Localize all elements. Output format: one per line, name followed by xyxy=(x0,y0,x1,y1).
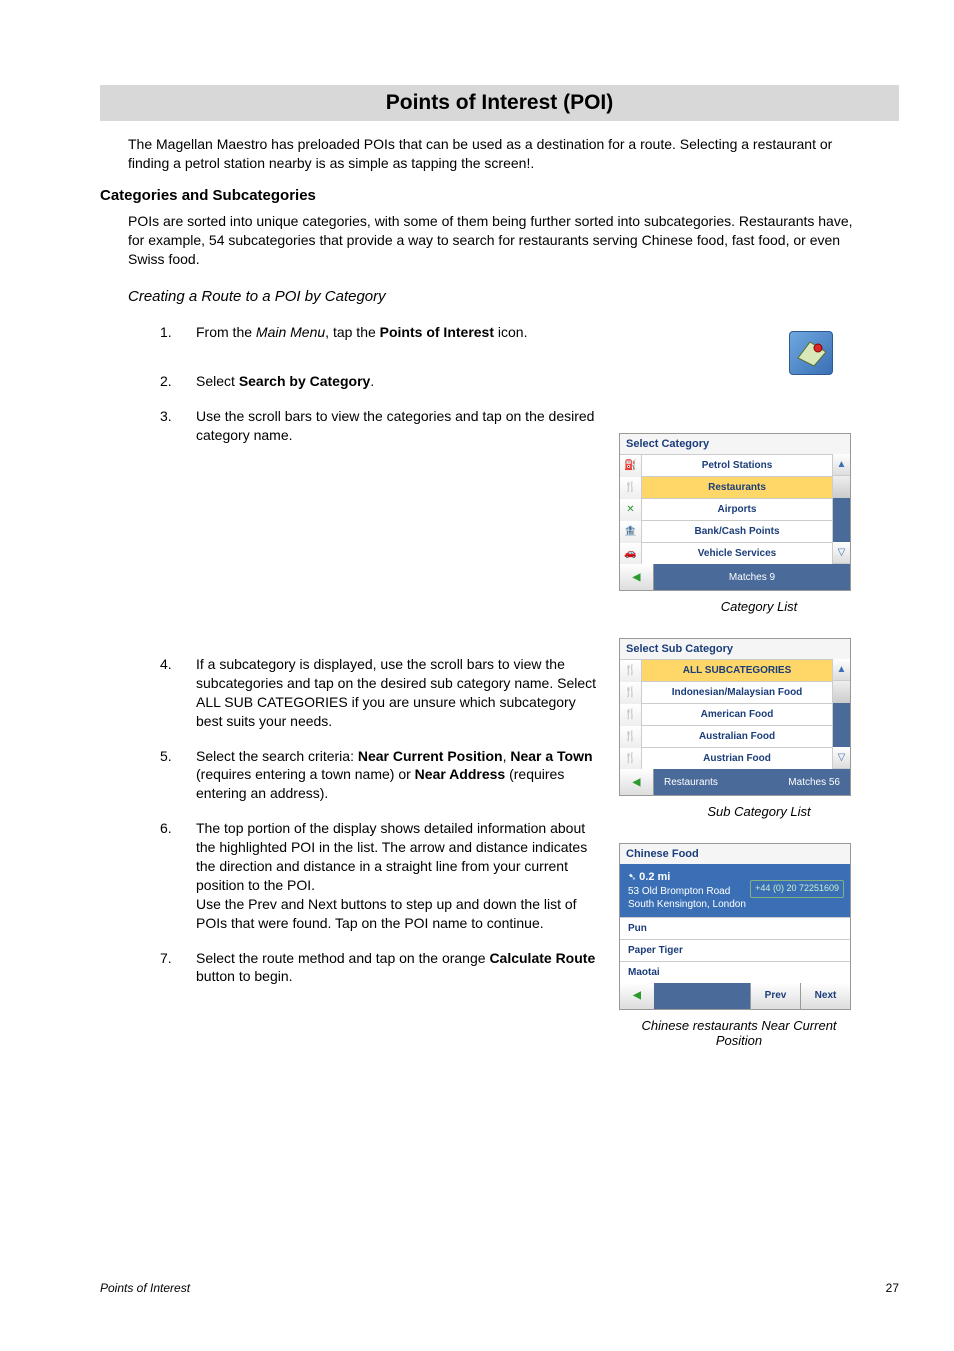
restaurant-icon: 🍴 xyxy=(620,660,642,682)
list-item[interactable]: Maotai xyxy=(620,961,850,983)
list-item[interactable]: 🍴Indonesian/Malaysian Food xyxy=(620,681,832,703)
category-list-screenshot: Select Category ⛽Petrol Stations 🍴Restau… xyxy=(619,433,851,591)
phone-button[interactable]: +44 (0) 20 72251609 xyxy=(750,880,844,898)
screenshot-title: Select Sub Category xyxy=(620,639,850,659)
page-number: 27 xyxy=(886,1281,899,1295)
list-item[interactable]: 🏦Bank/Cash Points xyxy=(620,520,832,542)
screenshot-caption: Category List xyxy=(619,599,899,614)
poi-detail: ➷ 0.2 mi 53 Old Brompton Road South Kens… xyxy=(620,864,850,916)
restaurant-icon: 🍴 xyxy=(620,682,642,704)
back-button[interactable]: ◀ xyxy=(620,769,654,795)
page-footer: Points of Interest 27 xyxy=(100,1281,899,1295)
scrollbar[interactable]: ▲ ▽ xyxy=(832,659,850,769)
list-item[interactable]: 🍴ALL SUBCATEGORIES xyxy=(620,659,832,681)
matches-count: Matches 56 xyxy=(788,777,840,788)
prev-button[interactable]: Prev xyxy=(750,983,800,1009)
step-6: 6. The top portion of the display shows … xyxy=(160,819,599,932)
poi-results-screenshot: Chinese Food ➷ 0.2 mi 53 Old Brompton Ro… xyxy=(619,843,851,1009)
poi-icon xyxy=(789,331,833,375)
step-4: 4. If a subcategory is displayed, use th… xyxy=(160,655,599,731)
scrollbar[interactable]: ▲ ▽ xyxy=(832,454,850,564)
list-item[interactable]: Pun xyxy=(620,917,850,939)
list-item[interactable]: 🍴Austrian Food xyxy=(620,747,832,769)
screenshot-title: Select Category xyxy=(620,434,850,454)
screenshot-caption: Chinese restaurants Near Current Positio… xyxy=(619,1018,859,1048)
scroll-down-icon[interactable]: ▽ xyxy=(833,542,850,564)
restaurant-icon: 🍴 xyxy=(620,726,642,748)
next-button[interactable]: Next xyxy=(800,983,850,1009)
matches-count: Matches 9 xyxy=(654,572,850,583)
list-item[interactable]: Paper Tiger xyxy=(620,939,850,961)
screenshot-title: Chinese Food xyxy=(620,844,850,864)
subcategory-list-screenshot: Select Sub Category 🍴ALL SUBCATEGORIES 🍴… xyxy=(619,638,851,796)
step-3: 3. Use the scroll bars to view the categ… xyxy=(160,407,599,445)
list-item[interactable]: ⛽Petrol Stations xyxy=(620,454,832,476)
step-1: 1. From the Main Menu, tap the Points of… xyxy=(160,323,599,342)
list-item[interactable]: 🍴Restaurants xyxy=(620,476,832,498)
restaurant-icon: 🍴 xyxy=(620,477,642,499)
list-item[interactable]: 🍴Australian Food xyxy=(620,725,832,747)
intro-text: The Magellan Maestro has preloaded POIs … xyxy=(128,135,871,173)
section-body: POIs are sorted into unique categories, … xyxy=(128,212,871,269)
footer-title: Points of Interest xyxy=(100,1281,190,1295)
poi-address-line: South Kensington, London xyxy=(628,898,842,911)
airport-icon: ✕ xyxy=(620,499,642,521)
petrol-icon: ⛽ xyxy=(620,455,642,477)
restaurant-icon: 🍴 xyxy=(620,748,642,770)
back-button[interactable]: ◀ xyxy=(620,564,654,590)
step-7: 7. Select the route method and tap on th… xyxy=(160,949,599,987)
screenshot-caption: Sub Category List xyxy=(619,804,899,819)
arrow-icon: ➷ xyxy=(628,872,636,883)
page-title: Points of Interest (POI) xyxy=(100,85,899,121)
scroll-up-icon[interactable]: ▲ xyxy=(833,659,850,681)
subsection-heading: Creating a Route to a POI by Category xyxy=(128,288,899,305)
scroll-down-icon[interactable]: ▽ xyxy=(833,747,850,769)
step-5: 5. Select the search criteria: Near Curr… xyxy=(160,747,599,804)
section-heading: Categories and Subcategories xyxy=(100,187,899,204)
scroll-up-icon[interactable]: ▲ xyxy=(833,454,850,476)
list-item[interactable]: ✕Airports xyxy=(620,498,832,520)
bank-icon: 🏦 xyxy=(620,521,642,543)
list-item[interactable]: 🚗Vehicle Services xyxy=(620,542,832,564)
list-item[interactable]: 🍴American Food xyxy=(620,703,832,725)
poi-distance: 0.2 mi xyxy=(639,871,670,883)
vehicle-icon: 🚗 xyxy=(620,543,642,565)
back-button[interactable]: ◀ xyxy=(620,983,654,1009)
footer-category: Restaurants xyxy=(664,777,718,788)
restaurant-icon: 🍴 xyxy=(620,704,642,726)
step-2: 2. Select Search by Category. xyxy=(160,372,599,391)
